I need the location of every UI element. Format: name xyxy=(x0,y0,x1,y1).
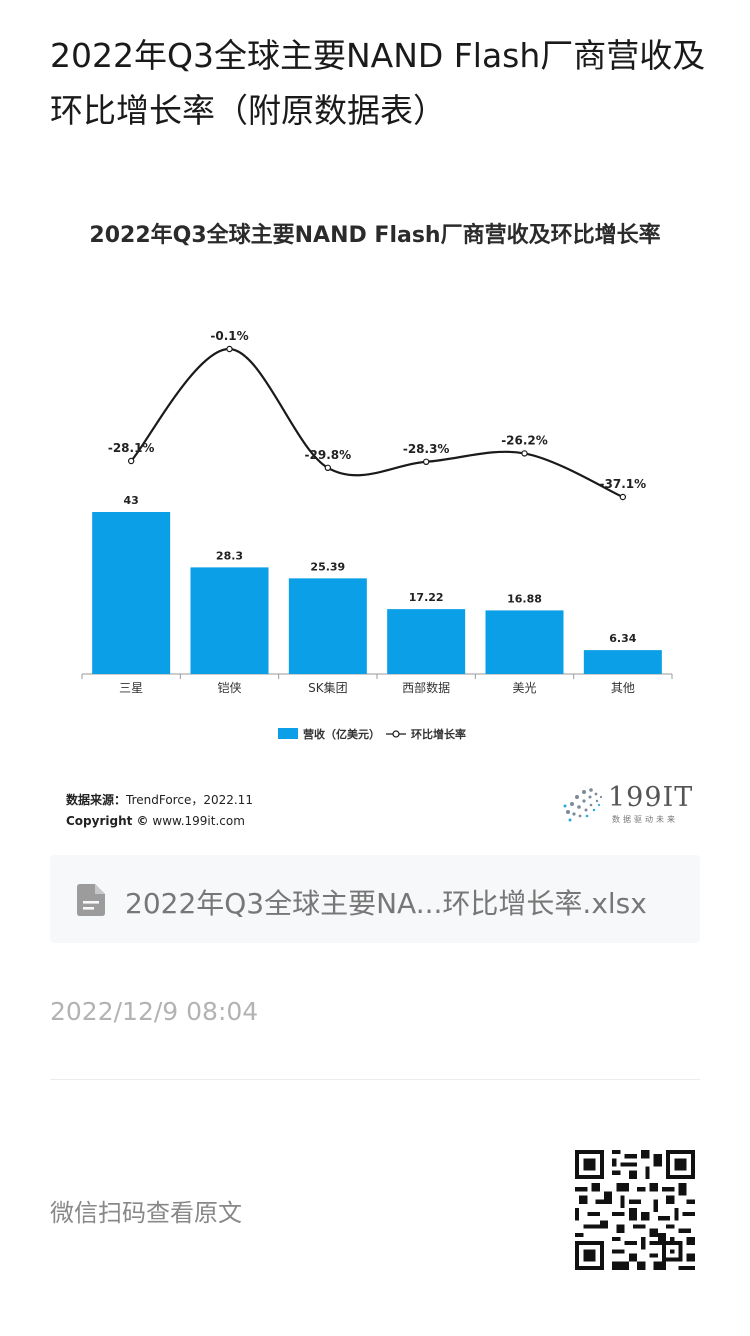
logo: 199IT 数据驱动未来 xyxy=(560,780,700,830)
scan-prompt: 微信扫码查看原文 xyxy=(50,1199,242,1227)
source-value: TrendForce，2022.11 xyxy=(126,793,253,807)
legend-line-label: 环比增长率 xyxy=(411,727,466,741)
chart-title: 2022年Q3全球主要NAND Flash厂商营收及环比增长率 xyxy=(89,223,661,248)
logo-tagline: 数据驱动未来 xyxy=(612,815,678,824)
bar-value-label: 6.34 xyxy=(609,632,636,645)
attachment-file-name: 2022年Q3全球主要NA...环比增长率.xlsx xyxy=(125,887,647,920)
growth-rate-point xyxy=(619,493,627,501)
bar-value-label: 43 xyxy=(124,494,139,507)
bar-0 xyxy=(92,512,171,674)
logo-dots-icon xyxy=(563,788,603,822)
bar-1 xyxy=(190,567,269,674)
chart-source: 数据来源：TrendForce，2022.11 Copyright © www.… xyxy=(66,790,253,832)
bar-3 xyxy=(387,609,466,674)
chart-image: 2022年Q3全球主要NAND Flash厂商营收及环比增长率 43 三星 28.3… xyxy=(50,195,700,845)
bar-value-label: 16.88 xyxy=(507,592,542,605)
category-label: 铠侠 xyxy=(217,680,241,695)
page-title: 2022年Q3全球主要NAND Flash厂商营收及环比增长率（附原数据表） xyxy=(50,36,706,130)
copyright-value: www.199it.com xyxy=(152,814,245,828)
legend-bar-swatch xyxy=(278,728,298,739)
category-label: 三星 xyxy=(119,681,143,695)
attachment-card[interactable]: 2022年Q3全球主要NA...环比增长率.xlsx xyxy=(50,855,700,943)
category-label: SK集团 xyxy=(308,680,348,695)
growth-rate-label: -28.1% xyxy=(108,441,155,455)
file-document-icon xyxy=(77,884,105,916)
logo-text: 199IT xyxy=(608,782,694,813)
growth-rate-label: -28.3% xyxy=(403,442,450,456)
chart-svg: 43 三星 28.3 铠侠 25.39 SK集团 17.22 西部数据 16.88 美光 6.34 其… xyxy=(81,329,673,741)
growth-rate-point xyxy=(226,345,233,353)
growth-rate-point xyxy=(521,450,528,457)
growth-rate-line xyxy=(130,347,624,499)
growth-rate-label: -0.1% xyxy=(210,329,248,343)
source-label: 数据来源： xyxy=(66,793,127,807)
bar-value-label: 17.22 xyxy=(409,591,444,604)
category-label: 其他 xyxy=(611,681,635,695)
bar-value-label: 28.3 xyxy=(216,549,243,562)
growth-rate-point xyxy=(422,458,430,465)
category-label: 西部数据 xyxy=(402,680,450,695)
qr-code-icon[interactable] xyxy=(575,1150,695,1270)
legend-line-marker xyxy=(392,730,400,738)
growth-rate-point xyxy=(127,457,135,465)
category-label: 美光 xyxy=(512,681,536,695)
copyright-label: Copyright © xyxy=(66,814,149,828)
bar-value-label: 25.39 xyxy=(310,560,345,573)
growth-rate-label: -26.2% xyxy=(501,433,548,447)
bar-5 xyxy=(583,650,662,674)
bar-4 xyxy=(485,610,564,674)
bar-2 xyxy=(288,578,367,674)
divider xyxy=(50,1079,700,1080)
growth-rate-label: -37.1% xyxy=(600,477,647,491)
publish-timestamp: 2022/12/9 08:04 xyxy=(50,997,259,1026)
growth-rate-point xyxy=(324,464,332,471)
growth-rate-label: -29.8% xyxy=(305,448,352,462)
legend-bar-label: 营收（亿美元） xyxy=(303,727,380,741)
